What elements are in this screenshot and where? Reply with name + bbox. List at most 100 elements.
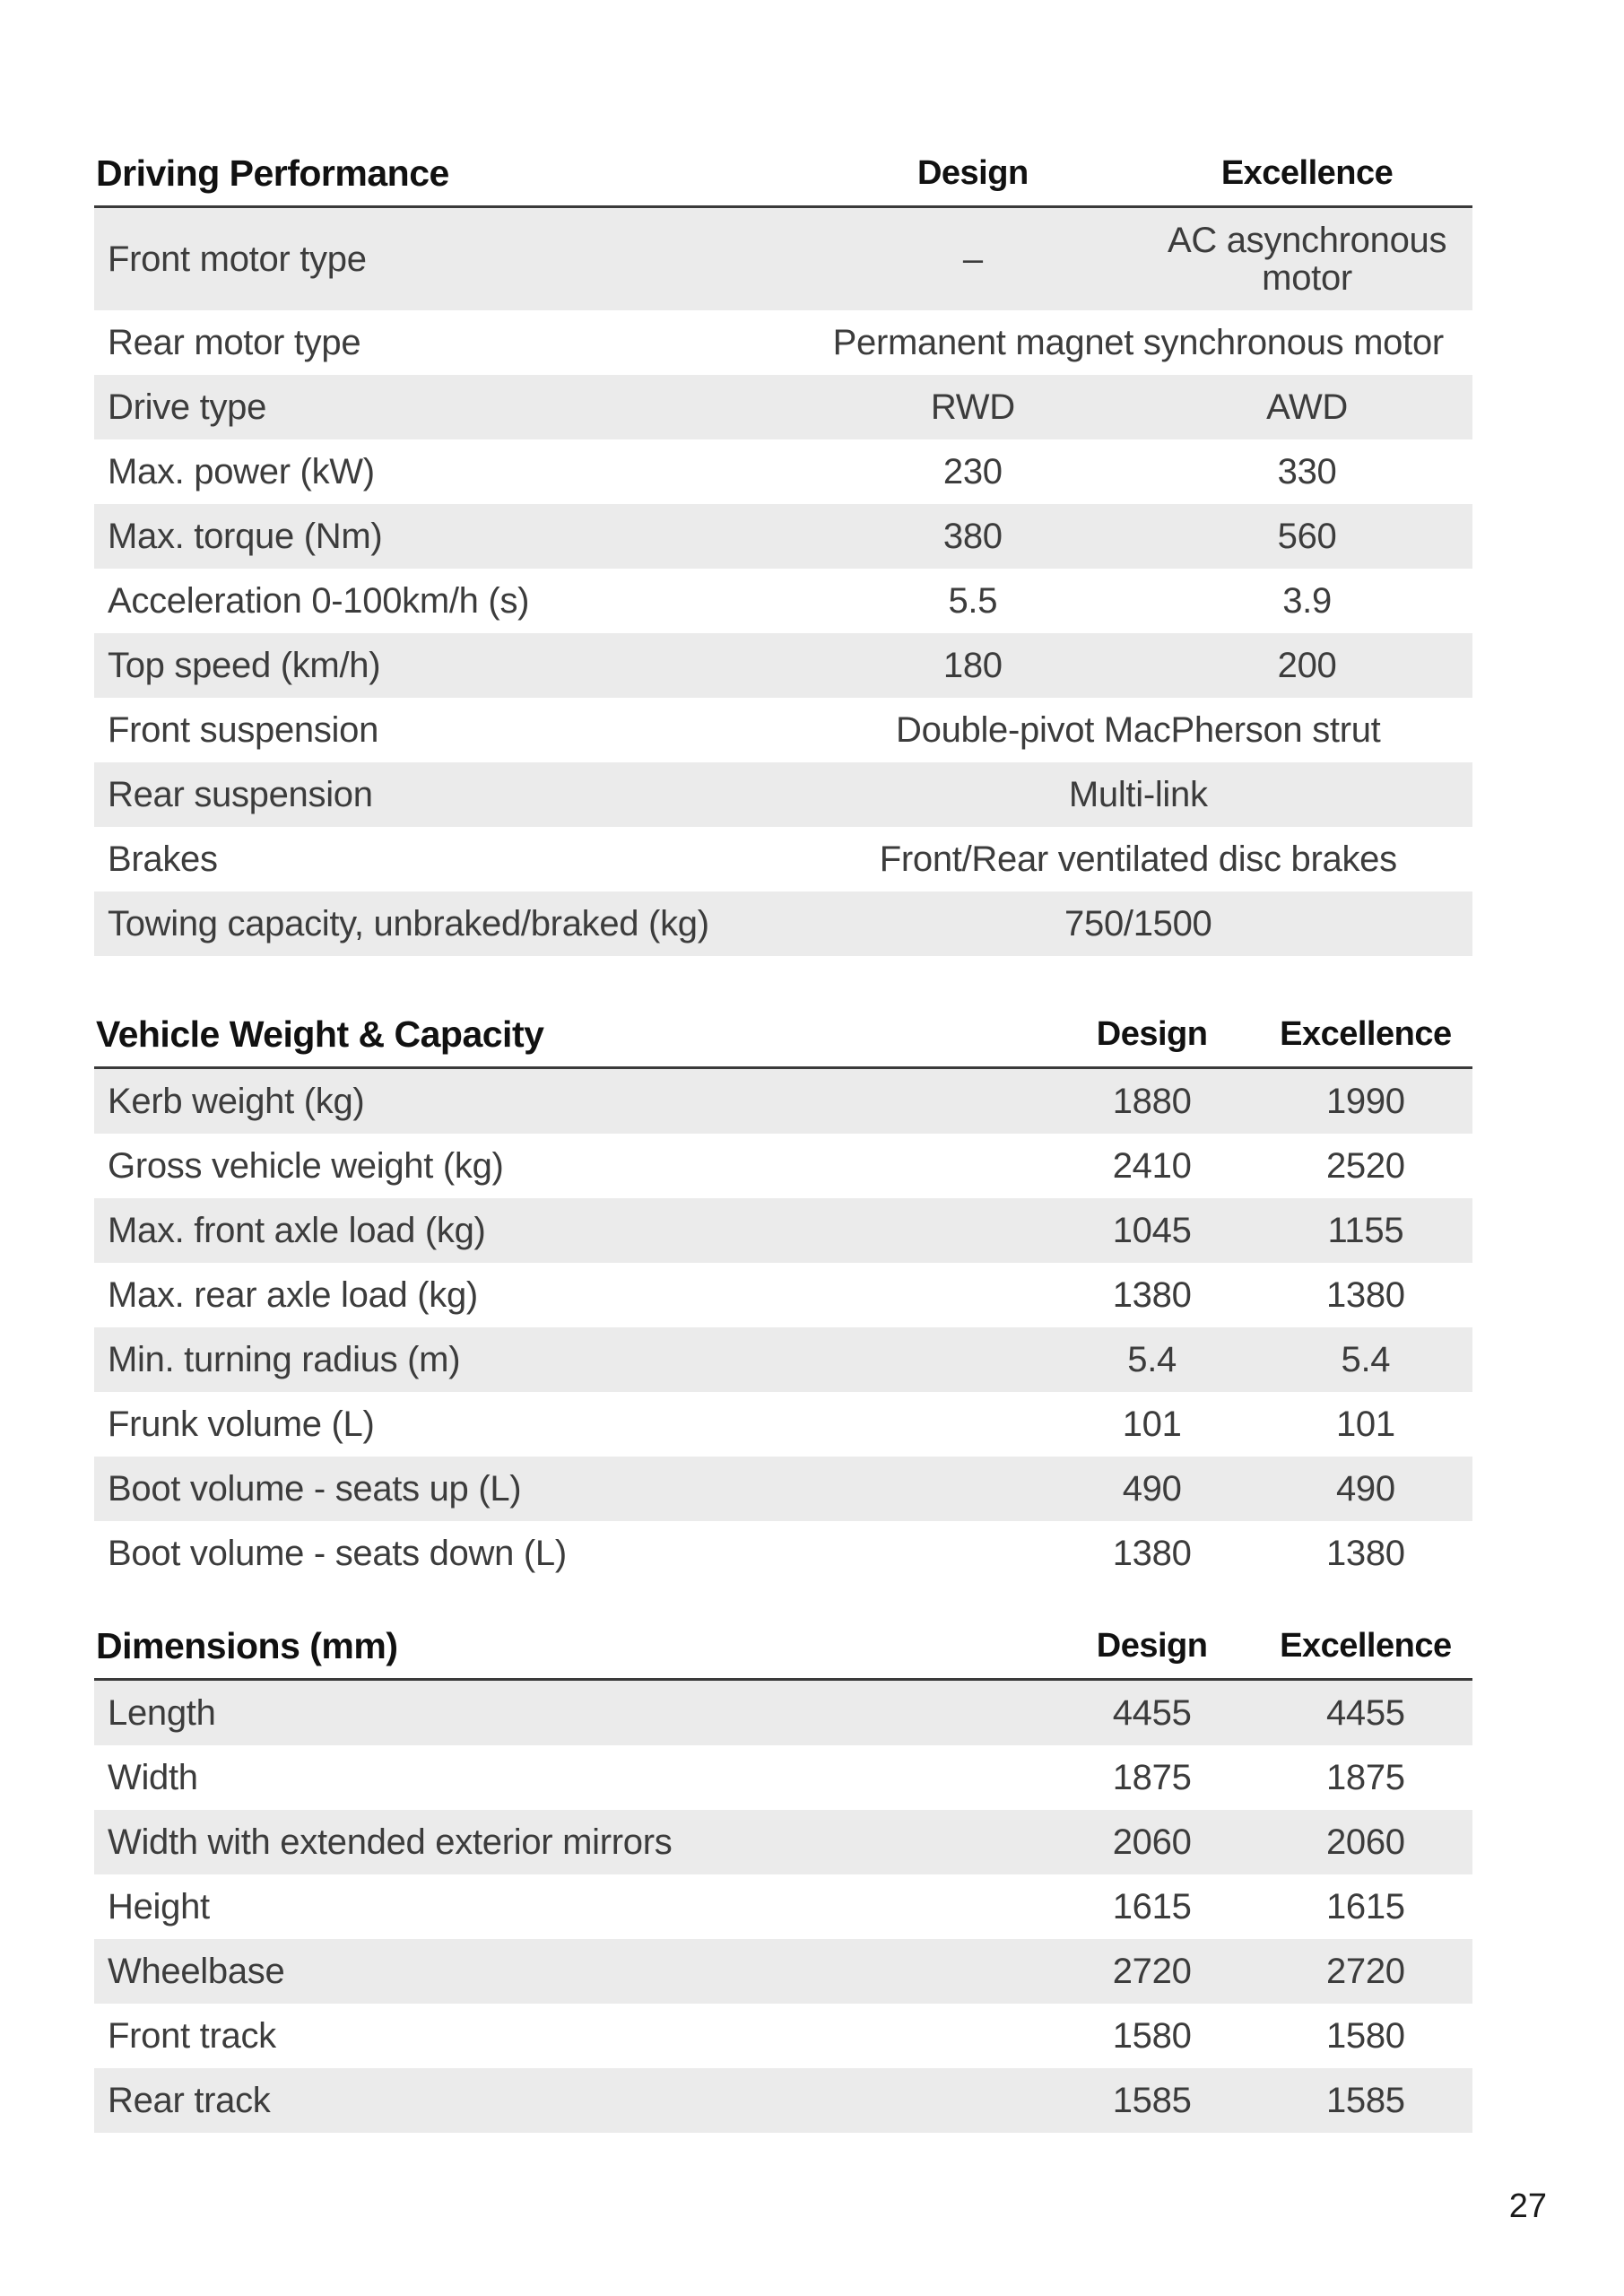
spec-label: Top speed (km/h) bbox=[108, 646, 381, 685]
spec-value-excellence: 2720 bbox=[1325, 1952, 1405, 1991]
spec-value-excellence: 2520 bbox=[1325, 1146, 1405, 1186]
spec-row: Front suspension Double-pivot MacPherson … bbox=[94, 698, 1472, 762]
spec-value-excellence: 5.4 bbox=[1341, 1340, 1391, 1379]
spec-label: Height bbox=[108, 1887, 210, 1926]
spec-label: Front suspension bbox=[108, 710, 379, 750]
spec-label: Max. power (kW) bbox=[108, 452, 375, 491]
spec-value-excellence: AC asynchronous motor bbox=[1167, 221, 1447, 298]
spec-value-excellence: 2060 bbox=[1325, 1822, 1405, 1862]
table-header-row: Vehicle Weight & Capacity Design Excelle… bbox=[94, 1013, 1472, 1069]
spec-row: Max. front axle load (kg) 1045 1155 bbox=[94, 1198, 1472, 1263]
spec-row: Towing capacity, unbraked/braked (kg) 750… bbox=[94, 891, 1472, 956]
spec-label: Max. rear axle load (kg) bbox=[108, 1275, 478, 1315]
spec-label: Max. front axle load (kg) bbox=[108, 1211, 486, 1250]
driving-performance-table: Driving Performance Design Excellence Fr… bbox=[94, 152, 1472, 956]
column-header-excellence: Excellence bbox=[1258, 1625, 1472, 1681]
spec-label: Rear suspension bbox=[108, 775, 373, 814]
spec-value-excellence: 330 bbox=[1277, 452, 1337, 491]
spec-value-design: 1380 bbox=[1112, 1534, 1192, 1573]
table-header-row: Dimensions (mm) Design Excellence bbox=[94, 1625, 1472, 1681]
spec-value-design: 1615 bbox=[1112, 1887, 1192, 1926]
spec-row: Drive type RWD AWD bbox=[94, 375, 1472, 439]
spec-value-excellence: 1380 bbox=[1325, 1275, 1405, 1315]
spec-value-design: 4455 bbox=[1112, 1693, 1192, 1733]
spec-value-span: Multi-link bbox=[1068, 775, 1208, 814]
spec-row: Boot volume - seats up (L) 490 490 bbox=[94, 1457, 1472, 1521]
spec-value-design: 2410 bbox=[1112, 1146, 1192, 1186]
spec-label: Kerb weight (kg) bbox=[108, 1082, 365, 1121]
spec-row: Rear suspension Multi-link bbox=[94, 762, 1472, 827]
section-driving-performance: Driving Performance Design Excellence Fr… bbox=[94, 152, 1472, 956]
spec-row: Height 1615 1615 bbox=[94, 1874, 1472, 1939]
spec-row: Front motor type – AC asynchronous motor bbox=[94, 206, 1472, 310]
column-header-design: Design bbox=[803, 152, 1142, 208]
spec-label: Drive type bbox=[108, 387, 267, 427]
spec-label: Width with extended exterior mirrors bbox=[108, 1822, 673, 1862]
spec-row: Rear track 1585 1585 bbox=[94, 2068, 1472, 2133]
spec-row: Length 4455 4455 bbox=[94, 1679, 1472, 1745]
spec-label: Width bbox=[108, 1758, 198, 1797]
spec-row: Rear motor type Permanent magnet synchron… bbox=[94, 310, 1472, 375]
spec-value-design: 1875 bbox=[1112, 1758, 1192, 1797]
spec-sheet-content: Driving Performance Design Excellence Fr… bbox=[94, 152, 1472, 2133]
spec-label: Length bbox=[108, 1693, 216, 1733]
spec-value-design: 230 bbox=[942, 452, 1003, 491]
spec-value-design: 1580 bbox=[1112, 2016, 1192, 2056]
spec-value-design: 1045 bbox=[1112, 1211, 1192, 1250]
spec-value-span: Front/Rear ventilated disc brakes bbox=[879, 839, 1397, 879]
spec-value-excellence: 1585 bbox=[1325, 2081, 1405, 2120]
spec-row: Boot volume - seats down (L) 1380 1380 bbox=[94, 1521, 1472, 1586]
spec-label: Rear motor type bbox=[108, 323, 361, 362]
spec-label: Max. torque (Nm) bbox=[108, 517, 383, 556]
table-header-row: Driving Performance Design Excellence bbox=[94, 152, 1472, 208]
spec-value-excellence: 1615 bbox=[1325, 1887, 1405, 1926]
spec-value-excellence: 3.9 bbox=[1282, 581, 1332, 621]
dimensions-table: Dimensions (mm) Design Excellence Length… bbox=[94, 1625, 1472, 2133]
spec-label: Acceleration 0-100km/h (s) bbox=[108, 581, 530, 621]
spec-value-excellence: 1155 bbox=[1327, 1211, 1404, 1250]
spec-label: Brakes bbox=[108, 839, 218, 879]
vehicle-weight-capacity-table: Vehicle Weight & Capacity Design Excelle… bbox=[94, 1013, 1472, 1586]
spec-row: Frunk volume (L) 101 101 bbox=[94, 1392, 1472, 1457]
section-dimensions: Dimensions (mm) Design Excellence Length… bbox=[94, 1625, 1472, 2133]
spec-value-design: 1585 bbox=[1112, 2081, 1192, 2120]
page-number: 27 bbox=[1508, 2187, 1547, 2225]
spec-value-excellence: 200 bbox=[1277, 646, 1337, 685]
table-title: Driving Performance bbox=[94, 152, 804, 208]
spec-label: Towing capacity, unbraked/braked (kg) bbox=[108, 904, 709, 944]
spec-label: Min. turning radius (m) bbox=[108, 1340, 461, 1379]
column-header-design: Design bbox=[1045, 1625, 1259, 1681]
spec-label: Wheelbase bbox=[108, 1952, 285, 1991]
spec-value-design: 5.5 bbox=[948, 581, 998, 621]
spec-label: Boot volume - seats down (L) bbox=[108, 1534, 567, 1573]
spec-value-design: 380 bbox=[942, 517, 1003, 556]
spec-row: Max. rear axle load (kg) 1380 1380 bbox=[94, 1263, 1472, 1327]
spec-row: Gross vehicle weight (kg) 2410 2520 bbox=[94, 1134, 1472, 1198]
spec-value-excellence: 490 bbox=[1335, 1469, 1395, 1509]
spec-value-design: – bbox=[962, 239, 983, 279]
spec-value-excellence: 1875 bbox=[1325, 1758, 1405, 1797]
spec-value-span: Permanent magnet synchronous motor bbox=[832, 323, 1445, 362]
spec-value-excellence: 560 bbox=[1277, 517, 1337, 556]
spec-row: Kerb weight (kg) 1880 1990 bbox=[94, 1067, 1472, 1134]
spec-value-excellence: 4455 bbox=[1325, 1693, 1405, 1733]
spec-value-excellence: 1990 bbox=[1325, 1082, 1405, 1121]
spec-value-design: 2720 bbox=[1112, 1952, 1192, 1991]
spec-label: Frunk volume (L) bbox=[108, 1405, 375, 1444]
spec-label: Gross vehicle weight (kg) bbox=[108, 1146, 504, 1186]
spec-label: Rear track bbox=[108, 2081, 271, 2120]
spec-row: Width 1875 1875 bbox=[94, 1745, 1472, 1810]
table-title: Vehicle Weight & Capacity bbox=[94, 1013, 1046, 1069]
spec-value-design: 1880 bbox=[1112, 1082, 1192, 1121]
spec-value-design: 180 bbox=[942, 646, 1003, 685]
spec-row: Max. power (kW) 230 330 bbox=[94, 439, 1472, 504]
spec-row: Acceleration 0-100km/h (s) 5.5 3.9 bbox=[94, 569, 1472, 633]
spec-label: Front motor type bbox=[108, 239, 367, 279]
table-title: Dimensions (mm) bbox=[94, 1625, 1046, 1681]
spec-value-excellence: 1580 bbox=[1325, 2016, 1405, 2056]
spec-row: Front track 1580 1580 bbox=[94, 2004, 1472, 2068]
spec-value-design: RWD bbox=[930, 387, 1015, 427]
spec-value-excellence: 101 bbox=[1335, 1405, 1395, 1444]
spec-value-span: 750/1500 bbox=[1064, 904, 1212, 944]
section-vehicle-weight-capacity: Vehicle Weight & Capacity Design Excelle… bbox=[94, 1013, 1472, 1586]
